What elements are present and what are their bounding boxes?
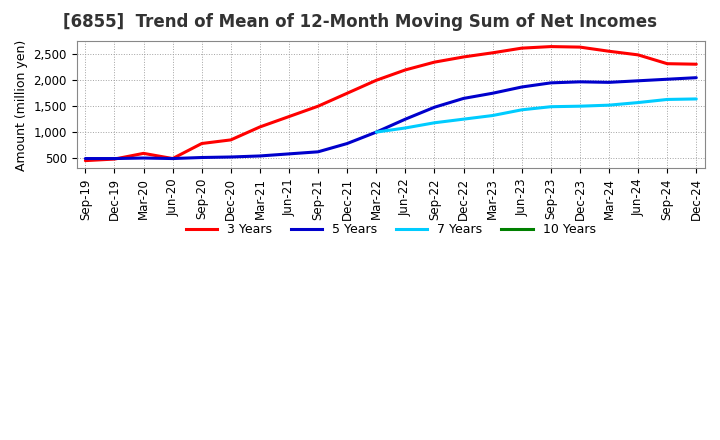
5 Years (256, 153, 264, 158)
5 Years (430, 105, 438, 110)
5 Years (284, 151, 293, 157)
5 Years (663, 77, 672, 82)
5 Years (168, 156, 177, 161)
3 Years (575, 44, 584, 50)
3 Years (227, 137, 235, 143)
Line: 7 Years: 7 Years (377, 99, 696, 132)
7 Years (518, 107, 526, 113)
5 Years (401, 117, 410, 122)
7 Years (372, 129, 381, 135)
7 Years (575, 103, 584, 109)
5 Years (459, 96, 468, 101)
3 Years (110, 157, 119, 162)
3 Years (81, 158, 90, 163)
5 Years (488, 91, 497, 96)
7 Years (488, 113, 497, 118)
Legend: 3 Years, 5 Years, 7 Years, 10 Years: 3 Years, 5 Years, 7 Years, 10 Years (181, 218, 600, 241)
3 Years (401, 67, 410, 73)
Y-axis label: Amount (million yen): Amount (million yen) (15, 39, 28, 171)
3 Years (372, 77, 381, 83)
5 Years (605, 80, 613, 85)
3 Years (692, 62, 701, 67)
5 Years (314, 149, 323, 154)
3 Years (634, 52, 642, 58)
3 Years (256, 124, 264, 129)
5 Years (81, 156, 90, 161)
3 Years (663, 61, 672, 66)
5 Years (197, 155, 206, 160)
3 Years (139, 151, 148, 156)
7 Years (401, 125, 410, 131)
7 Years (459, 117, 468, 122)
7 Years (634, 100, 642, 105)
3 Years (284, 114, 293, 119)
3 Years (546, 44, 555, 49)
Line: 3 Years: 3 Years (86, 47, 696, 161)
5 Years (110, 156, 119, 161)
3 Years (518, 45, 526, 51)
5 Years (343, 141, 351, 146)
5 Years (634, 78, 642, 84)
5 Years (372, 129, 381, 135)
3 Years (605, 48, 613, 54)
5 Years (546, 80, 555, 85)
7 Years (605, 103, 613, 108)
5 Years (575, 79, 584, 84)
3 Years (459, 54, 468, 59)
3 Years (343, 91, 351, 96)
3 Years (314, 103, 323, 109)
7 Years (430, 120, 438, 125)
Line: 5 Years: 5 Years (86, 78, 696, 158)
7 Years (663, 97, 672, 102)
5 Years (518, 84, 526, 90)
7 Years (546, 104, 555, 110)
3 Years (168, 156, 177, 161)
3 Years (430, 59, 438, 65)
5 Years (227, 154, 235, 160)
7 Years (692, 96, 701, 102)
5 Years (692, 75, 701, 81)
Text: [6855]  Trend of Mean of 12-Month Moving Sum of Net Incomes: [6855] Trend of Mean of 12-Month Moving … (63, 13, 657, 31)
3 Years (197, 141, 206, 146)
3 Years (488, 50, 497, 55)
5 Years (139, 155, 148, 161)
